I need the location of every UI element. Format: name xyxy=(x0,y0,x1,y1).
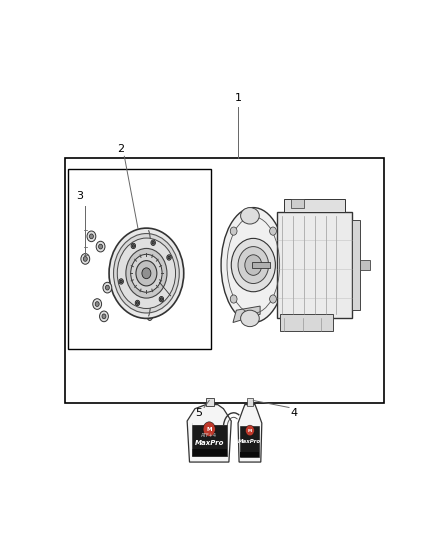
Circle shape xyxy=(119,279,124,284)
Text: MaxPro: MaxPro xyxy=(194,440,224,446)
Circle shape xyxy=(152,241,154,244)
Ellipse shape xyxy=(131,254,162,292)
Circle shape xyxy=(231,238,276,292)
Circle shape xyxy=(167,255,171,260)
Circle shape xyxy=(168,256,170,259)
Bar xyxy=(291,199,304,207)
Circle shape xyxy=(103,282,112,293)
Text: ATF+4: ATF+4 xyxy=(201,433,217,438)
Circle shape xyxy=(238,247,268,284)
Bar xyxy=(284,199,345,212)
Ellipse shape xyxy=(221,207,286,322)
Circle shape xyxy=(270,227,276,235)
Circle shape xyxy=(159,296,164,302)
Circle shape xyxy=(132,245,134,247)
Bar xyxy=(240,426,259,457)
Ellipse shape xyxy=(136,261,157,286)
Text: 1: 1 xyxy=(235,93,241,103)
Circle shape xyxy=(245,255,262,276)
Circle shape xyxy=(203,422,215,437)
Ellipse shape xyxy=(126,248,167,298)
Bar xyxy=(68,168,211,349)
Text: 3: 3 xyxy=(76,191,83,201)
Circle shape xyxy=(160,298,162,301)
Circle shape xyxy=(99,311,108,322)
Polygon shape xyxy=(187,405,231,462)
Circle shape xyxy=(99,244,102,249)
Circle shape xyxy=(89,234,93,239)
Circle shape xyxy=(246,425,254,436)
Bar xyxy=(280,314,333,330)
Text: 5: 5 xyxy=(195,408,202,418)
Bar xyxy=(65,158,384,402)
Circle shape xyxy=(131,243,136,248)
Circle shape xyxy=(96,241,105,252)
Ellipse shape xyxy=(142,268,151,279)
Circle shape xyxy=(270,295,276,303)
Polygon shape xyxy=(238,405,262,462)
Text: 2: 2 xyxy=(117,144,124,154)
Text: M: M xyxy=(248,429,252,433)
Circle shape xyxy=(81,254,90,264)
Ellipse shape xyxy=(109,228,184,318)
Circle shape xyxy=(83,256,87,261)
Text: MaxPro: MaxPro xyxy=(238,439,261,444)
Ellipse shape xyxy=(117,238,176,309)
Circle shape xyxy=(102,314,106,319)
Bar xyxy=(247,399,253,406)
Circle shape xyxy=(136,302,138,304)
Text: 4: 4 xyxy=(291,408,298,418)
Text: M: M xyxy=(206,427,212,432)
Ellipse shape xyxy=(113,233,179,313)
Ellipse shape xyxy=(141,230,158,320)
Bar xyxy=(206,398,214,406)
Bar xyxy=(191,425,227,456)
Circle shape xyxy=(230,227,237,235)
Circle shape xyxy=(95,302,99,306)
Circle shape xyxy=(120,280,122,283)
Circle shape xyxy=(151,240,155,246)
Bar xyxy=(360,260,371,270)
Circle shape xyxy=(135,300,140,305)
Bar xyxy=(352,220,360,310)
Circle shape xyxy=(106,285,110,290)
Circle shape xyxy=(87,231,96,241)
Polygon shape xyxy=(233,306,260,322)
Ellipse shape xyxy=(240,310,259,327)
Bar xyxy=(277,212,352,318)
Bar xyxy=(191,448,227,456)
Circle shape xyxy=(230,295,237,303)
Bar xyxy=(251,262,270,268)
Bar xyxy=(240,452,259,457)
Ellipse shape xyxy=(240,207,259,224)
Circle shape xyxy=(93,298,102,309)
